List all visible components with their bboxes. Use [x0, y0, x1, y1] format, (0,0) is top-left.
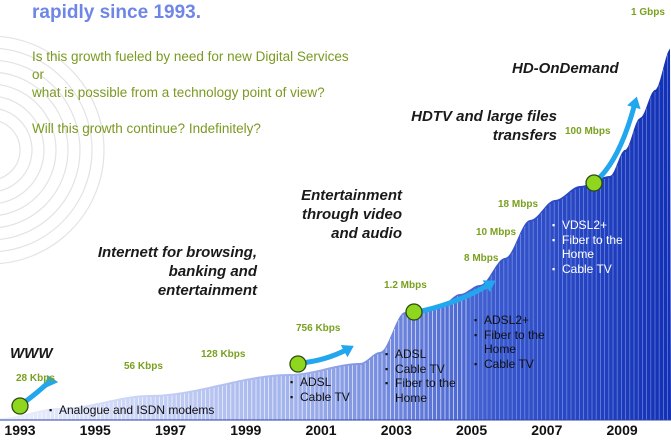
tech-item: ADSL2+ — [474, 313, 560, 328]
x-tick-label: 1999 — [230, 422, 262, 438]
milestone-markers — [11, 174, 603, 415]
tech-item: Analogue and ISDN modems — [49, 403, 214, 418]
x-tick-label: 1993 — [4, 422, 36, 438]
slide-title: rapidly since 1993. — [32, 2, 201, 23]
question-1: Is this growth fueled by need for new Di… — [32, 49, 349, 64]
milestone-marker — [405, 303, 423, 321]
x-tick-label: 1995 — [79, 422, 111, 438]
speed-label: 1.2 Mbps — [384, 280, 427, 291]
speed-label: 1 Gbps — [631, 7, 665, 18]
speed-label: 756 Kbps — [296, 323, 341, 334]
x-tick-label: 2005 — [455, 422, 488, 438]
question-or: or — [32, 67, 45, 82]
milestone-marker — [289, 355, 307, 373]
tech-item: Cable TV — [474, 357, 560, 372]
tech-item: Fiber to the Home — [385, 376, 457, 405]
tech-item: Cable TV — [385, 362, 465, 377]
speed-label: 18 Mbps — [498, 199, 539, 210]
speed-label: 100 Mbps — [565, 126, 611, 137]
era-entertainment: Entertainment through video and audio — [301, 187, 402, 242]
era-hdtv: HDTV and large files transfers — [411, 108, 557, 144]
x-tick-label: 2007 — [531, 422, 563, 438]
x-tick-label: 2003 — [380, 422, 412, 438]
milestone-marker — [11, 397, 29, 415]
tech-item: ADSL — [385, 347, 465, 362]
arrow-head — [627, 96, 641, 110]
tech-item: Fiber to the Home — [552, 233, 646, 262]
milestone-marker — [585, 174, 603, 192]
speed-label: 28 Kbps — [16, 373, 55, 384]
arrow-head — [340, 344, 354, 358]
x-tick-label: 2009 — [606, 422, 638, 438]
growth-arrow — [593, 100, 638, 184]
question-3: Will this growth continue? Indefinitely? — [32, 121, 261, 136]
x-tick-label: 2001 — [305, 422, 337, 438]
tech-item: ADSL — [290, 375, 350, 390]
era-www: WWW — [10, 345, 53, 362]
tech-list-adsl-cable: ADSL Cable TV — [290, 375, 350, 404]
tech-list-adsl2: ADSL2+ Fiber to the Home Cable TV — [474, 313, 560, 371]
arrow-head — [482, 280, 496, 293]
tech-item: VDSL2+ — [552, 218, 646, 233]
tech-item: Cable TV — [552, 262, 646, 277]
arrow-head — [45, 374, 59, 388]
speed-label: 128 Kbps — [201, 349, 246, 360]
x-tick-label: 1997 — [154, 422, 187, 438]
tech-list-adsl-fiber: ADSL Cable TV Fiber to the Home — [385, 347, 465, 405]
growth-arrow — [297, 346, 351, 366]
era-hd-ondemand: HD-OnDemand — [512, 60, 619, 77]
speed-label: 8 Mbps — [464, 253, 499, 264]
era-internet: Internett for browsing, banking and ente… — [97, 244, 257, 299]
tech-list-analogue: Analogue and ISDN modems — [49, 403, 214, 418]
tech-item: Fiber to the Home — [474, 328, 560, 357]
tech-item: Cable TV — [290, 390, 350, 405]
question-2: what is possible from a technology point… — [32, 85, 325, 100]
tech-list-vdsl2: VDSL2+ Fiber to the Home Cable TV — [552, 218, 646, 276]
speed-label: 10 Mbps — [476, 227, 517, 238]
decorative-rings — [0, 35, 105, 265]
speed-label: 56 Kbps — [124, 361, 163, 372]
